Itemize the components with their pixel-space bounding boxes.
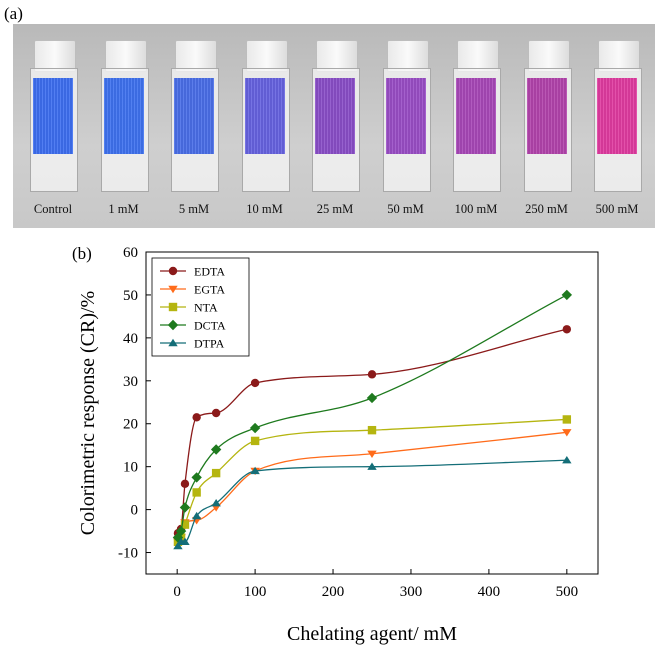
cuvette-label: 50 mM	[387, 202, 424, 216]
cuvette-cap	[316, 40, 358, 72]
y-tick-label: 40	[123, 331, 138, 347]
panel-b-label: (b)	[72, 244, 92, 263]
cuvette-label: 500 mM	[595, 202, 639, 216]
data-point-dcta	[210, 444, 222, 455]
data-point-edta	[192, 413, 201, 422]
cuvette	[382, 40, 431, 192]
cuvette-cap	[527, 40, 570, 72]
x-tick-label: 300	[400, 584, 423, 600]
data-point-dtpa	[367, 462, 377, 470]
cuvette-cap	[457, 40, 499, 72]
data-point-dcta	[191, 472, 202, 483]
series-line-nta	[177, 418, 567, 543]
data-point-dcta	[175, 525, 187, 537]
legend-marker-dcta	[167, 319, 179, 331]
data-point-dcta	[366, 392, 378, 404]
legend-label-egta: EGTA	[194, 283, 225, 297]
cuvette-cap	[598, 40, 640, 72]
data-point-egta	[562, 429, 572, 437]
y-tick-label: 50	[123, 288, 138, 304]
cuvette-solution	[597, 78, 637, 154]
data-point-dcta	[561, 289, 573, 301]
cuvette	[30, 40, 78, 192]
cuvette	[171, 40, 219, 192]
data-point-nta	[367, 425, 377, 435]
y-tick-label: -10	[118, 546, 138, 562]
cuvette	[594, 40, 642, 192]
cuvette-label: 1 mM	[108, 202, 139, 216]
data-point-dtpa	[173, 541, 183, 550]
legend-label-nta: NTA	[194, 301, 218, 315]
data-point-edta	[211, 408, 221, 418]
cuvette-solution	[526, 78, 567, 154]
data-point-dtpa	[191, 511, 202, 520]
data-point-nta	[250, 436, 260, 446]
cuvette	[100, 40, 149, 192]
panel-a-label: (a)	[4, 4, 23, 23]
series-line-dtpa	[177, 459, 567, 547]
cuvette-solution	[103, 78, 144, 154]
data-point-dtpa	[562, 456, 572, 464]
cuvette-cap	[386, 40, 429, 72]
cuvette-cap	[245, 40, 288, 72]
cuvette-solution	[33, 78, 73, 154]
cuvette-solution	[174, 78, 214, 154]
y-tick-label: 20	[123, 417, 138, 433]
colorimetric-response-chart: 0 100 200 300 400 500 -10 0 10 20 30 40 50 60 Chelatin…	[77, 245, 599, 645]
series-line-egta	[177, 431, 567, 543]
data-point-edta	[180, 479, 190, 489]
data-point-dtpa	[180, 537, 190, 545]
cuvette-cap	[34, 40, 76, 72]
legend-marker-egta	[168, 285, 178, 294]
legend-marker-nta	[168, 302, 178, 312]
cuvette-solution	[315, 78, 355, 154]
data-point-edta	[367, 370, 377, 379]
data-point-dtpa	[250, 466, 260, 475]
x-axis-label: Chelating agent/ mM	[287, 623, 457, 645]
legend-label-dcta: DCTA	[194, 319, 226, 333]
x-tick-label: 0	[173, 584, 181, 600]
x-tick-label: 500	[556, 584, 579, 600]
y-axis-label: Colorimetric response (CR)/%	[77, 291, 99, 535]
plot-frame	[145, 251, 599, 575]
x-tick-label: 100	[244, 584, 267, 600]
legend-label-edta: EDTA	[194, 265, 225, 279]
cuvette	[312, 40, 360, 192]
legend-label-dtpa: DTPA	[194, 337, 225, 351]
legend-marker-edta	[168, 266, 178, 276]
data-point-nta	[562, 415, 572, 424]
y-tick-label: 30	[123, 374, 138, 390]
y-tick-label: 0	[131, 503, 139, 519]
data-point-dcta	[179, 502, 191, 513]
cuvette-label: 100 mM	[454, 202, 498, 216]
data-point-dcta	[172, 532, 184, 543]
cuvette-solution	[456, 78, 496, 154]
cuvette	[453, 40, 501, 192]
legend-marker-dtpa	[168, 338, 178, 347]
data-point-egta	[367, 450, 377, 458]
y-tick-label: 60	[123, 245, 138, 261]
cuvette-solution	[244, 78, 285, 154]
cuvette-label: Control	[33, 202, 73, 216]
cuvette	[523, 40, 572, 192]
cuvette-photo: Control 1 mM 5 mM 10 mM 25 mM 50 mM 100 mM 250 …	[13, 24, 655, 228]
data-point-dtpa	[211, 498, 221, 507]
y-tick-label: 10	[123, 460, 138, 476]
data-point-dcta	[249, 422, 261, 434]
data-point-edta	[250, 378, 260, 388]
cuvette-label: 5 mM	[178, 202, 210, 216]
x-tick-label: 400	[478, 584, 501, 600]
cuvette-solution	[385, 78, 426, 154]
data-point-nta	[211, 468, 221, 478]
cuvette-label: 10 mM	[246, 202, 283, 216]
cuvette-label: 25 mM	[316, 202, 354, 216]
cuvette	[241, 40, 290, 192]
data-point-nta	[192, 488, 201, 497]
data-point-edta	[562, 325, 572, 334]
cuvette-label: 250 mM	[525, 202, 568, 216]
x-tick-label: 200	[322, 584, 345, 600]
